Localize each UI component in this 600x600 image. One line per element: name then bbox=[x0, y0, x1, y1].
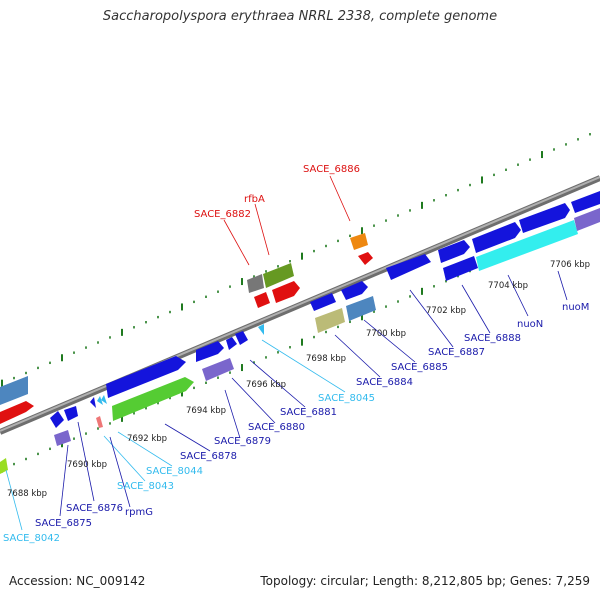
gene-arrow[interactable] bbox=[571, 191, 600, 213]
gene-arrow[interactable] bbox=[574, 208, 600, 231]
kbp-label: 7706 kbp bbox=[550, 260, 590, 270]
gene-arrow[interactable] bbox=[358, 252, 373, 265]
label-leader-lines bbox=[5, 175, 568, 531]
kbp-label: 7694 kbp bbox=[186, 406, 226, 416]
gene-arrow[interactable] bbox=[519, 203, 570, 233]
kbp-label: 7698 kbp bbox=[306, 354, 346, 364]
gene-features bbox=[0, 191, 600, 474]
gene-label[interactable]: SACE_8045 bbox=[318, 393, 375, 404]
gene-arrow[interactable] bbox=[64, 406, 78, 421]
gene-label[interactable]: SACE_6878 bbox=[180, 451, 237, 462]
gene-arrow[interactable] bbox=[438, 240, 470, 263]
map-title: Saccharopolyspora erythraea NRRL 2338, c… bbox=[102, 9, 498, 24]
tick-track-upper bbox=[1, 133, 591, 387]
gene-arrow[interactable] bbox=[0, 401, 34, 424]
gene-label[interactable]: SACE_6887 bbox=[428, 347, 485, 358]
gene-label[interactable]: SACE_6884 bbox=[356, 377, 413, 388]
gene-arrow[interactable] bbox=[0, 376, 28, 405]
gene-arrow[interactable] bbox=[350, 233, 368, 250]
gene-arrow[interactable] bbox=[254, 292, 270, 308]
gene-arrow[interactable] bbox=[202, 358, 234, 381]
kbp-label: 7696 kbp bbox=[246, 380, 286, 390]
gene-label[interactable]: rpmG bbox=[125, 507, 153, 518]
kbp-label: 7692 kbp bbox=[127, 434, 167, 444]
kbp-label: 7690 kbp bbox=[67, 460, 107, 470]
gene-label[interactable]: SACE_6881 bbox=[280, 407, 337, 418]
gene-arrow[interactable] bbox=[386, 254, 431, 280]
gene-label[interactable]: SACE_6882 bbox=[194, 209, 251, 220]
gene-arrow[interactable] bbox=[112, 377, 194, 421]
gene-arrow[interactable] bbox=[196, 341, 224, 362]
gene-arrow[interactable] bbox=[263, 263, 294, 288]
gene-label[interactable]: SACE_6886 bbox=[303, 164, 360, 175]
gene-arrow[interactable] bbox=[315, 308, 345, 333]
gene-label[interactable]: SACE_6880 bbox=[248, 422, 305, 433]
gene-label[interactable]: SACE_6875 bbox=[35, 518, 92, 529]
kbp-label: 7688 kbp bbox=[7, 489, 47, 499]
gene-label[interactable]: SACE_8043 bbox=[117, 481, 174, 492]
gene-arrow[interactable] bbox=[258, 324, 264, 335]
gene-label[interactable]: nuoN bbox=[517, 319, 543, 330]
genome-summary-text: Topology: circular; Length: 8,212,805 bp… bbox=[260, 574, 590, 588]
gene-arrow[interactable] bbox=[50, 411, 64, 428]
genome-backbone bbox=[0, 175, 600, 435]
gene-arrow[interactable] bbox=[90, 397, 96, 408]
gene-arrow[interactable] bbox=[472, 222, 521, 253]
gene-arrow[interactable] bbox=[247, 274, 264, 293]
kbp-labels: 7688 kbp 7690 kbp 7692 kbp 7694 kbp 7696… bbox=[7, 260, 590, 499]
gene-arrow[interactable] bbox=[96, 416, 103, 428]
gene-arrow[interactable] bbox=[101, 395, 107, 404]
gene-arrow[interactable] bbox=[235, 331, 248, 345]
gene-arrow[interactable] bbox=[443, 256, 478, 281]
kbp-label: 7700 kbp bbox=[366, 329, 406, 339]
gene-arrow[interactable] bbox=[106, 356, 186, 398]
gene-label[interactable]: rfbA bbox=[244, 194, 265, 205]
gene-arrow[interactable] bbox=[476, 220, 578, 271]
accession-text: Accession: NC_009142 bbox=[9, 574, 146, 588]
gene-arrow[interactable] bbox=[310, 293, 336, 311]
gene-labels: SACE_6886 rfbA SACE_6882 nuoM nuoN SACE_… bbox=[3, 164, 589, 544]
gene-label[interactable]: SACE_6879 bbox=[214, 436, 271, 447]
gene-arrow[interactable] bbox=[341, 281, 368, 300]
gene-label[interactable]: SACE_6888 bbox=[464, 333, 521, 344]
gene-label[interactable]: SACE_8044 bbox=[146, 466, 203, 477]
gene-arrow[interactable] bbox=[272, 281, 300, 303]
kbp-label: 7702 kbp bbox=[426, 306, 466, 316]
kbp-label: 7704 kbp bbox=[488, 281, 528, 291]
gene-label[interactable]: SACE_6885 bbox=[391, 362, 448, 373]
gene-arrow[interactable] bbox=[346, 296, 376, 321]
gene-arrow[interactable] bbox=[226, 337, 237, 350]
gene-label[interactable]: SACE_8042 bbox=[3, 533, 60, 544]
gene-arrow[interactable] bbox=[54, 430, 71, 446]
gene-label[interactable]: nuoM bbox=[562, 302, 589, 313]
gene-arrow[interactable] bbox=[97, 396, 103, 405]
gene-label[interactable]: SACE_6876 bbox=[66, 503, 123, 514]
